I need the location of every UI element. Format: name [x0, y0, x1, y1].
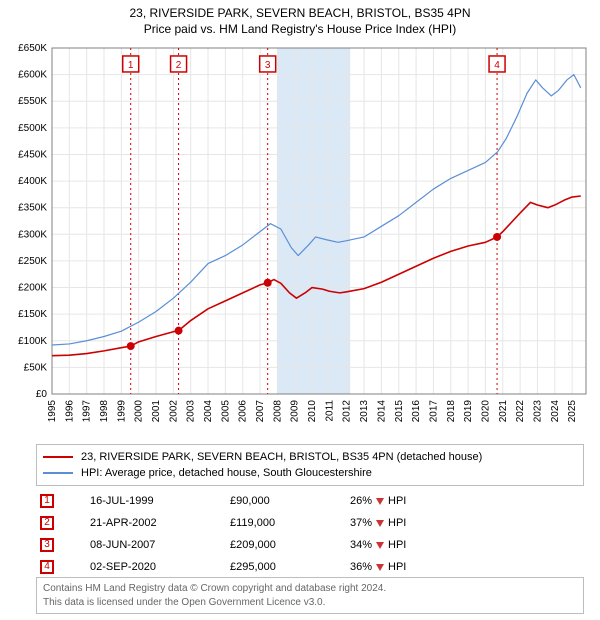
svg-text:2025: 2025 — [567, 400, 578, 423]
svg-text:2003: 2003 — [186, 400, 197, 423]
svg-text:1997: 1997 — [82, 400, 93, 423]
svg-text:1995: 1995 — [47, 400, 58, 423]
svg-text:2018: 2018 — [446, 400, 457, 423]
svg-text:£550K: £550K — [18, 96, 47, 107]
legend-swatch — [43, 472, 73, 473]
svg-text:£50K: £50K — [24, 362, 48, 373]
svg-text:2000: 2000 — [134, 400, 145, 423]
svg-text:£250K: £250K — [18, 256, 47, 267]
sale-date: 08-JUN-2007 — [90, 539, 230, 551]
svg-text:£300K: £300K — [18, 229, 47, 240]
page-root: 23, RIVERSIDE PARK, SEVERN BEACH, BRISTO… — [0, 0, 600, 620]
sale-price: £209,000 — [230, 539, 350, 551]
legend-row: HPI: Average price, detached house, Sout… — [43, 465, 577, 481]
sale-delta-suffix: HPI — [388, 517, 406, 529]
footnote-line2: This data is licensed under the Open Gov… — [43, 596, 577, 610]
svg-text:2009: 2009 — [290, 400, 301, 423]
sale-delta-pct: 26% — [350, 495, 372, 507]
sale-delta-suffix: HPI — [388, 495, 406, 507]
svg-text:2005: 2005 — [220, 400, 231, 423]
svg-text:3: 3 — [265, 60, 271, 71]
legend-box: 23, RIVERSIDE PARK, SEVERN BEACH, BRISTO… — [36, 444, 584, 486]
chart-container: £0 £50K £100K £150K £200K £250K £300K £350K £400… — [8, 42, 592, 434]
svg-text:2019: 2019 — [463, 400, 474, 423]
sale-marker-box: 3 — [40, 538, 54, 552]
sale-delta-suffix: HPI — [388, 561, 406, 573]
sale-delta-suffix: HPI — [388, 539, 406, 551]
svg-text:2024: 2024 — [550, 400, 561, 423]
legend-label: HPI: Average price, detached house, Sout… — [81, 467, 372, 479]
svg-text:£500K: £500K — [18, 123, 47, 134]
svg-text:2022: 2022 — [515, 400, 526, 423]
sale-row: 2 21-APR-2002£119,00037% HPI — [36, 512, 584, 534]
sale-date: 21-APR-2002 — [90, 517, 230, 529]
chart-title-line2: Price paid vs. HM Land Registry's House … — [0, 20, 600, 36]
svg-text:2013: 2013 — [359, 400, 370, 423]
svg-text:2004: 2004 — [203, 400, 214, 423]
svg-text:£150K: £150K — [18, 309, 47, 320]
footnote-box: Contains HM Land Registry data © Crown c… — [36, 577, 584, 614]
svg-text:1998: 1998 — [99, 400, 110, 423]
arrow-down-icon — [376, 498, 384, 505]
sale-date: 16-JUL-1999 — [90, 495, 230, 507]
sale-row: 4 02-SEP-2020£295,00036% HPI — [36, 556, 584, 578]
svg-text:2001: 2001 — [151, 400, 162, 423]
svg-text:1: 1 — [128, 60, 134, 71]
legend-swatch — [43, 456, 73, 458]
svg-text:2008: 2008 — [272, 400, 283, 423]
arrow-down-icon — [376, 564, 384, 571]
sale-price: £119,000 — [230, 517, 350, 529]
arrow-down-icon — [376, 542, 384, 549]
sale-row: 3 08-JUN-2007£209,00034% HPI — [36, 534, 584, 556]
sale-marker-box: 2 — [40, 516, 54, 530]
sale-price: £295,000 — [230, 561, 350, 573]
sale-marker-box: 1 — [40, 494, 54, 508]
svg-text:£400K: £400K — [18, 176, 47, 187]
sale-delta-pct: 34% — [350, 539, 372, 551]
svg-text:£600K: £600K — [18, 70, 47, 81]
svg-text:4: 4 — [494, 60, 500, 71]
sale-delta-pct: 37% — [350, 517, 372, 529]
svg-text:£0: £0 — [36, 389, 48, 400]
chart-svg: £0 £50K £100K £150K £200K £250K £300K £350K £400… — [8, 42, 592, 434]
svg-text:£650K: £650K — [18, 43, 47, 54]
svg-text:2: 2 — [176, 60, 182, 71]
sale-date: 02-SEP-2020 — [90, 561, 230, 573]
sale-delta-pct: 36% — [350, 561, 372, 573]
svg-text:2015: 2015 — [394, 400, 405, 423]
svg-text:2014: 2014 — [376, 400, 387, 423]
svg-text:£200K: £200K — [18, 283, 47, 294]
svg-text:£350K: £350K — [18, 203, 47, 214]
svg-text:1999: 1999 — [116, 400, 127, 423]
svg-text:2012: 2012 — [342, 400, 353, 423]
svg-text:2021: 2021 — [498, 400, 509, 423]
svg-text:2011: 2011 — [324, 400, 335, 422]
legend-row: 23, RIVERSIDE PARK, SEVERN BEACH, BRISTO… — [43, 449, 577, 465]
svg-text:£450K: £450K — [18, 149, 47, 160]
svg-text:2016: 2016 — [411, 400, 422, 423]
svg-text:2023: 2023 — [532, 400, 543, 423]
svg-text:2020: 2020 — [480, 400, 491, 423]
sale-price: £90,000 — [230, 495, 350, 507]
sale-delta: 36% HPI — [350, 561, 470, 573]
arrow-down-icon — [376, 520, 384, 527]
sale-marker-box: 4 — [40, 560, 54, 574]
svg-text:1996: 1996 — [64, 400, 75, 423]
svg-text:2017: 2017 — [428, 400, 439, 423]
svg-text:£100K: £100K — [18, 336, 47, 347]
sales-table: 1 16-JUL-1999£90,00026% HPI 2 21-APR-2002£11… — [36, 490, 584, 578]
svg-text:2010: 2010 — [307, 400, 318, 423]
svg-text:2006: 2006 — [238, 400, 249, 423]
footnote-line1: Contains HM Land Registry data © Crown c… — [43, 582, 577, 596]
sale-delta: 34% HPI — [350, 539, 470, 551]
sale-delta: 37% HPI — [350, 517, 470, 529]
legend-label: 23, RIVERSIDE PARK, SEVERN BEACH, BRISTO… — [81, 451, 482, 463]
svg-text:2007: 2007 — [255, 400, 266, 423]
sale-delta: 26% HPI — [350, 495, 470, 507]
svg-text:2002: 2002 — [168, 400, 179, 423]
chart-title-line1: 23, RIVERSIDE PARK, SEVERN BEACH, BRISTO… — [0, 0, 600, 20]
sale-row: 1 16-JUL-1999£90,00026% HPI — [36, 490, 584, 512]
